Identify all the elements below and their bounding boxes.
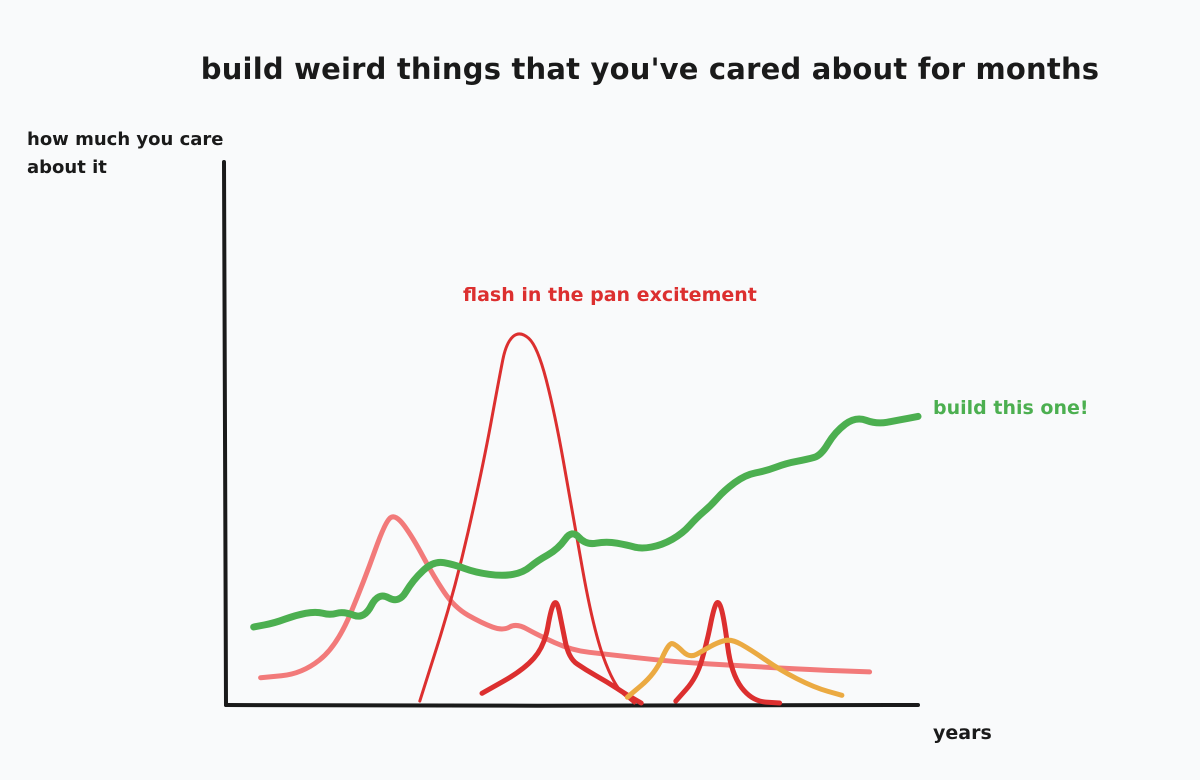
series-red-tall: [418, 332, 636, 705]
annotation-build-this-one: build this one!: [933, 397, 1089, 419]
x-axis: [224, 703, 920, 708]
series-green: [250, 412, 922, 631]
annotation-flash-in-the-pan: flash in the pan excitement: [463, 284, 757, 306]
y-axis-label: how much you care about it: [27, 129, 224, 178]
y-axis: [222, 160, 228, 707]
x-axis-label: years: [933, 722, 992, 744]
series-red-small-2: [673, 600, 783, 706]
series-orange: [624, 637, 845, 700]
series-red-small-1: [479, 600, 644, 706]
chart-title: build weird things that you've cared abo…: [200, 52, 1100, 86]
